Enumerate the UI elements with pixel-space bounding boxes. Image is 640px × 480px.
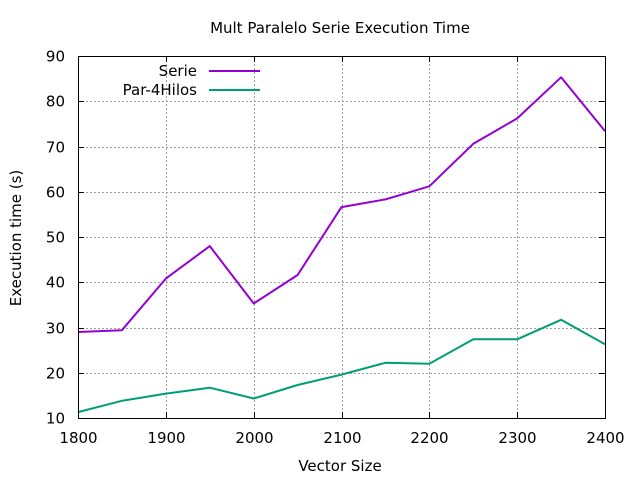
y-tick-label: 30 bbox=[46, 320, 65, 338]
axis-ticks: 10 20 30 40 50 60 70 80 90 1800 1900 2000 2100 2200 23… bbox=[46, 48, 625, 448]
series-lines bbox=[77, 76, 606, 414]
y-tick-label: 10 bbox=[46, 410, 65, 428]
y-tick-label: 40 bbox=[46, 274, 65, 292]
y-tick-label: 60 bbox=[46, 184, 65, 202]
series-line-1 bbox=[77, 318, 606, 414]
grid bbox=[78, 56, 605, 418]
x-tick-label: 2100 bbox=[323, 429, 361, 447]
y-axis-label: Execution time (s) bbox=[7, 170, 25, 307]
y-tick-label: 90 bbox=[46, 48, 65, 66]
x-tick-label: 2400 bbox=[586, 429, 624, 447]
legend-label: Par-4Hilos bbox=[123, 81, 198, 99]
x-tick-label: 2200 bbox=[410, 429, 448, 447]
chart-title: Mult Paralelo Serie Execution Time bbox=[210, 19, 470, 37]
x-tick-label: 1900 bbox=[147, 429, 185, 447]
legend-label: Serie bbox=[159, 62, 197, 80]
x-axis-label: Vector Size bbox=[298, 457, 381, 475]
x-tick-label: 2000 bbox=[235, 429, 273, 447]
y-tick-label: 20 bbox=[46, 365, 65, 383]
y-tick-label: 70 bbox=[46, 139, 65, 157]
y-tick-label: 50 bbox=[46, 229, 65, 247]
y-tick-label: 80 bbox=[46, 93, 65, 111]
x-tick-label: 2300 bbox=[498, 429, 536, 447]
series-line-0 bbox=[77, 76, 606, 333]
x-tick-label: 1800 bbox=[59, 429, 97, 447]
